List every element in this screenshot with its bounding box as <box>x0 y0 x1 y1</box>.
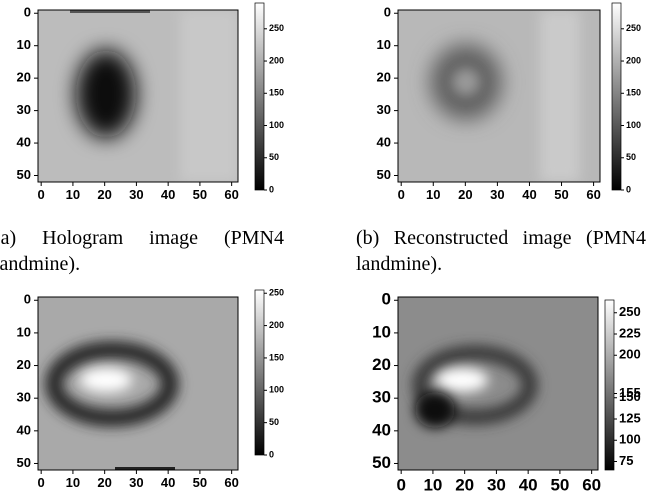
plot-frame <box>37 9 239 183</box>
y-tick-label: 0 <box>24 292 31 307</box>
x-tick-label: 50 <box>193 187 207 202</box>
image-c <box>38 297 238 470</box>
y-tick-label: 10 <box>17 324 31 339</box>
caption-a: (a) Hologram image (PMN4 landmine). <box>0 227 284 275</box>
x-tick-label: 60 <box>586 187 600 202</box>
y-tick-label: 30 <box>17 390 31 405</box>
y-tick-label: 50 <box>377 167 391 182</box>
colorbar-tick-label: 150 <box>626 88 641 98</box>
colorbar-tick-label: 0 <box>269 449 274 459</box>
x-tick-label: 40 <box>161 187 175 202</box>
colorbar-tick-label: 200 <box>626 55 641 65</box>
y-tick-label: 40 <box>17 134 31 149</box>
colorbar-tick-label: 250 <box>269 288 284 298</box>
x-tick-label: 10 <box>66 187 80 202</box>
y-tick-label: 20 <box>377 70 391 85</box>
y-tick-label: 30 <box>377 102 391 117</box>
x-tick-label: 40 <box>161 475 175 490</box>
colorbar-tick-label: 250 <box>619 304 641 319</box>
colorbar-tick-label: 155 <box>619 385 641 400</box>
x-tick-label: 30 <box>487 476 506 495</box>
y-tick-label: 40 <box>372 420 391 439</box>
colorbar-tick-label: 100 <box>269 385 284 395</box>
colorbar-tick-label: 125 <box>619 410 641 425</box>
x-tick-label: 50 <box>193 475 207 490</box>
x-tick-label: 10 <box>426 187 440 202</box>
image-a <box>38 10 238 182</box>
plot-frame <box>37 296 239 471</box>
x-tick-label: 60 <box>582 476 601 495</box>
y-tick-label: 40 <box>377 134 391 149</box>
y-tick-label: 0 <box>384 5 391 20</box>
y-tick-label: 20 <box>17 70 31 85</box>
colorbar-tick-label: 150 <box>269 88 284 98</box>
x-tick-label: 20 <box>97 475 111 490</box>
x-tick-label: 60 <box>224 187 238 202</box>
x-tick-label: 30 <box>490 187 504 202</box>
colorbar-tick-label: 250 <box>269 23 284 33</box>
colorbar-tick-label: 75 <box>619 453 633 468</box>
colorbar-tick-label: 100 <box>619 432 641 447</box>
x-tick-label: 20 <box>458 187 472 202</box>
y-tick-label: 40 <box>17 422 31 437</box>
colorbar <box>611 2 622 191</box>
colorbar-tick-label: 200 <box>269 320 284 330</box>
x-tick-label: 20 <box>455 476 474 495</box>
colorbar-tick-label: 100 <box>269 120 284 130</box>
image-d <box>398 297 598 470</box>
x-tick-label: 50 <box>554 187 568 202</box>
y-tick-label: 0 <box>24 5 31 20</box>
x-tick-label: 50 <box>550 476 569 495</box>
x-tick-label: 0 <box>38 187 45 202</box>
x-tick-label: 10 <box>66 475 80 490</box>
y-tick-label: 10 <box>377 37 391 52</box>
y-tick-label: 20 <box>372 355 391 374</box>
plot-frame <box>397 9 601 183</box>
colorbar-tick-label: 200 <box>269 55 284 65</box>
colorbar-tick-label: 50 <box>626 152 636 162</box>
x-tick-label: 0 <box>398 187 405 202</box>
x-tick-label: 30 <box>129 475 143 490</box>
y-tick-label: 50 <box>17 455 31 470</box>
colorbar-tick-label: 200 <box>619 347 641 362</box>
y-tick-label: 30 <box>17 102 31 117</box>
y-tick-label: 30 <box>372 388 391 407</box>
plot-frame <box>397 296 599 471</box>
colorbar-tick-label: 50 <box>269 152 279 162</box>
colorbar <box>254 289 265 456</box>
x-tick-label: 60 <box>224 475 238 490</box>
colorbar-tick-label: 250 <box>626 23 641 33</box>
y-tick-label: 20 <box>17 357 31 372</box>
image-b <box>398 10 600 182</box>
colorbar-tick-label: 150 <box>269 352 284 362</box>
y-tick-label: 0 <box>382 290 391 309</box>
x-tick-label: 0 <box>396 476 405 495</box>
x-tick-label: 0 <box>38 475 45 490</box>
colorbar-tick-label: 225 <box>619 325 641 340</box>
x-tick-label: 30 <box>129 187 143 202</box>
colorbar-tick-label: 100 <box>626 120 641 130</box>
x-tick-label: 40 <box>519 476 538 495</box>
y-tick-label: 10 <box>17 37 31 52</box>
colorbar-tick-label: 50 <box>269 417 279 427</box>
x-tick-label: 40 <box>522 187 536 202</box>
x-tick-label: 10 <box>423 476 442 495</box>
x-tick-label: 20 <box>97 187 111 202</box>
y-tick-label: 10 <box>372 322 391 341</box>
colorbar-tick-label: 0 <box>269 184 274 194</box>
colorbar-tick-label: 150 <box>619 389 641 404</box>
colorbar-tick-label: 0 <box>626 184 631 194</box>
colorbar <box>604 299 615 471</box>
y-tick-label: 50 <box>372 453 391 472</box>
colorbar <box>254 2 265 191</box>
caption-b: (b) Reconstructed image (PMN4 landmine). <box>356 227 646 275</box>
y-tick-label: 50 <box>17 167 31 182</box>
